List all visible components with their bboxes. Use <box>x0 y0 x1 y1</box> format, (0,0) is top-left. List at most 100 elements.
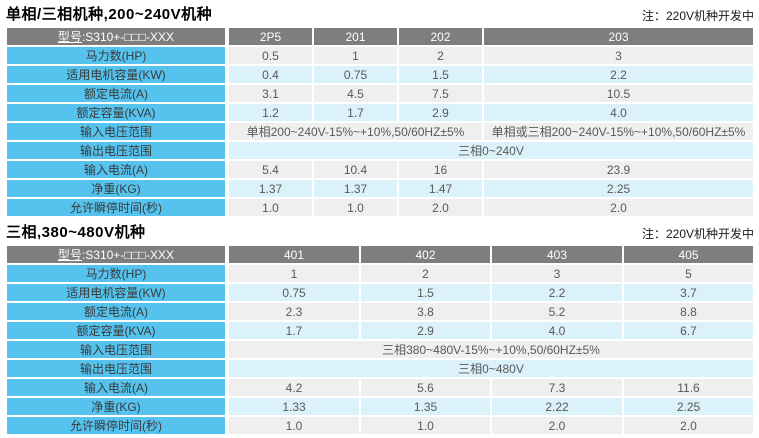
spec-table-200v: 型号:S310+-□□□-XXX 2P5 201 202 203 马力数(HP) 0.5 1 2… <box>5 26 755 218</box>
section-title-400v: 三相,380~480V机种 <box>6 224 146 241</box>
value-cell: 16 <box>399 161 482 178</box>
value-cell: 2.0 <box>624 417 753 434</box>
model-header-cell: 型号:S310+-□□□-XXX <box>7 28 227 45</box>
table-row: 净重(KG) 1.33 1.35 2.22 2.25 <box>7 398 753 415</box>
value-cell: 1.0 <box>229 199 312 216</box>
value-cell: 0.75 <box>314 66 397 83</box>
value-cell: 0.5 <box>229 47 312 64</box>
row-label: 额定容量(KVA) <box>7 322 227 339</box>
row-label: 净重(KG) <box>7 398 227 415</box>
column-header: 402 <box>361 246 490 263</box>
table-row: 额定电流(A) 2.3 3.8 5.2 8.8 <box>7 303 753 320</box>
row-label: 额定电流(A) <box>7 303 227 320</box>
section-200v: 单相/三相机种,200~240V机种 注：220V机种开发中 型号:S310+-… <box>5 2 755 218</box>
value-cell: 2 <box>361 265 490 282</box>
row-label: 额定容量(KVA) <box>7 104 227 121</box>
table-row: 输入电流(A) 5.4 10.4 16 23.9 <box>7 161 753 178</box>
model-code: :S310+-□□□-XXX <box>81 30 175 44</box>
value-cell: 2.0 <box>492 417 622 434</box>
header-row: 型号:S310+-□□□-XXX 401 402 403 405 <box>7 246 753 263</box>
value-cell: 2.25 <box>484 180 753 197</box>
table-row: 净重(KG) 1.37 1.37 1.47 2.25 <box>7 180 753 197</box>
value-cell: 11.6 <box>624 379 753 396</box>
value-cell: 5.6 <box>361 379 490 396</box>
table-row: 额定容量(KVA) 1.2 1.7 2.9 4.0 <box>7 104 753 121</box>
value-cell: 3.7 <box>624 284 753 301</box>
value-cell: 23.9 <box>484 161 753 178</box>
table-row: 马力数(HP) 0.5 1 2 3 <box>7 47 753 64</box>
value-cell: 1.0 <box>314 199 397 216</box>
table-row: 允许瞬停时间(秒) 1.0 1.0 2.0 2.0 <box>7 199 753 216</box>
value-cell: 7.5 <box>399 85 482 102</box>
merged-value-cell: 三相380~480V-15%~+10%,50/60HZ±5% <box>229 341 753 358</box>
value-cell: 1.7 <box>229 322 359 339</box>
value-cell: 1 <box>229 265 359 282</box>
value-cell: 2 <box>399 47 482 64</box>
table-row: 允许瞬停时间(秒) 1.0 1.0 2.0 2.0 <box>7 417 753 434</box>
value-cell: 8.8 <box>624 303 753 320</box>
value-cell: 1.0 <box>361 417 490 434</box>
spec-table-400v: 型号:S310+-□□□-XXX 401 402 403 405 马力数(HP) 1 2 3 5 适… <box>5 244 755 436</box>
value-cell: 2.2 <box>484 66 753 83</box>
value-cell: 1.2 <box>229 104 312 121</box>
column-header: 2P5 <box>229 28 312 45</box>
value-cell: 4.2 <box>229 379 359 396</box>
table-row: 输入电流(A) 4.2 5.6 7.3 11.6 <box>7 379 753 396</box>
value-cell: 6.7 <box>624 322 753 339</box>
merged-value-cell: 单相或三相200~240V-15%~+10%,50/60HZ±5% <box>484 123 753 140</box>
row-label: 适用电机容量(KW) <box>7 284 227 301</box>
value-cell: 4.5 <box>314 85 397 102</box>
value-cell: 7.3 <box>492 379 622 396</box>
column-header: 403 <box>492 246 622 263</box>
column-header: 201 <box>314 28 397 45</box>
value-cell: 1.0 <box>229 417 359 434</box>
value-cell: 2.25 <box>624 398 753 415</box>
column-header: 405 <box>624 246 753 263</box>
table-row: 输入电压范围 单相200~240V-15%~+10%,50/60HZ±5% 单相或三… <box>7 123 753 140</box>
row-label: 允许瞬停时间(秒) <box>7 417 227 434</box>
column-header: 401 <box>229 246 359 263</box>
model-label: 型号 <box>57 248 82 262</box>
value-cell: 2.3 <box>229 303 359 320</box>
value-cell: 3 <box>492 265 622 282</box>
value-cell: 1.35 <box>361 398 490 415</box>
value-cell: 2.0 <box>484 199 753 216</box>
note-400v: 注：220V机种开发中 <box>641 227 754 241</box>
value-cell: 2.9 <box>399 104 482 121</box>
value-cell: 5 <box>624 265 753 282</box>
column-header: 203 <box>484 28 753 45</box>
row-label: 输入电流(A) <box>7 161 227 178</box>
value-cell: 1.7 <box>314 104 397 121</box>
row-label: 额定电流(A) <box>7 85 227 102</box>
value-cell: 1.37 <box>229 180 312 197</box>
column-header: 202 <box>399 28 482 45</box>
row-label: 允许瞬停时间(秒) <box>7 199 227 216</box>
value-cell: 1.5 <box>361 284 490 301</box>
section-head-200v: 单相/三相机种,200~240V机种 注：220V机种开发中 <box>5 2 755 24</box>
value-cell: 1 <box>314 47 397 64</box>
row-label: 输入电压范围 <box>7 341 227 358</box>
section-400v: 三相,380~480V机种 注：220V机种开发中 型号:S310+-□□□-X… <box>5 220 755 436</box>
model-label: 型号 <box>57 30 82 44</box>
section-title-200v: 单相/三相机种,200~240V机种 <box>6 6 213 23</box>
value-cell: 1.5 <box>399 66 482 83</box>
row-label: 适用电机容量(KW) <box>7 66 227 83</box>
table-row: 适用电机容量(KW) 0.75 1.5 2.2 3.7 <box>7 284 753 301</box>
value-cell: 2.2 <box>492 284 622 301</box>
value-cell: 1.47 <box>399 180 482 197</box>
value-cell: 2.0 <box>399 199 482 216</box>
table-row: 马力数(HP) 1 2 3 5 <box>7 265 753 282</box>
table-row: 适用电机容量(KW) 0.4 0.75 1.5 2.2 <box>7 66 753 83</box>
model-code: :S310+-□□□-XXX <box>81 248 175 262</box>
model-header-cell: 型号:S310+-□□□-XXX <box>7 246 227 263</box>
header-row: 型号:S310+-□□□-XXX 2P5 201 202 203 <box>7 28 753 45</box>
value-cell: 4.0 <box>492 322 622 339</box>
value-cell: 1.33 <box>229 398 359 415</box>
row-label: 马力数(HP) <box>7 47 227 64</box>
value-cell: 2.22 <box>492 398 622 415</box>
value-cell: 5.2 <box>492 303 622 320</box>
merged-value-cell: 单相200~240V-15%~+10%,50/60HZ±5% <box>229 123 482 140</box>
value-cell: 10.4 <box>314 161 397 178</box>
value-cell: 2.9 <box>361 322 490 339</box>
value-cell: 4.0 <box>484 104 753 121</box>
